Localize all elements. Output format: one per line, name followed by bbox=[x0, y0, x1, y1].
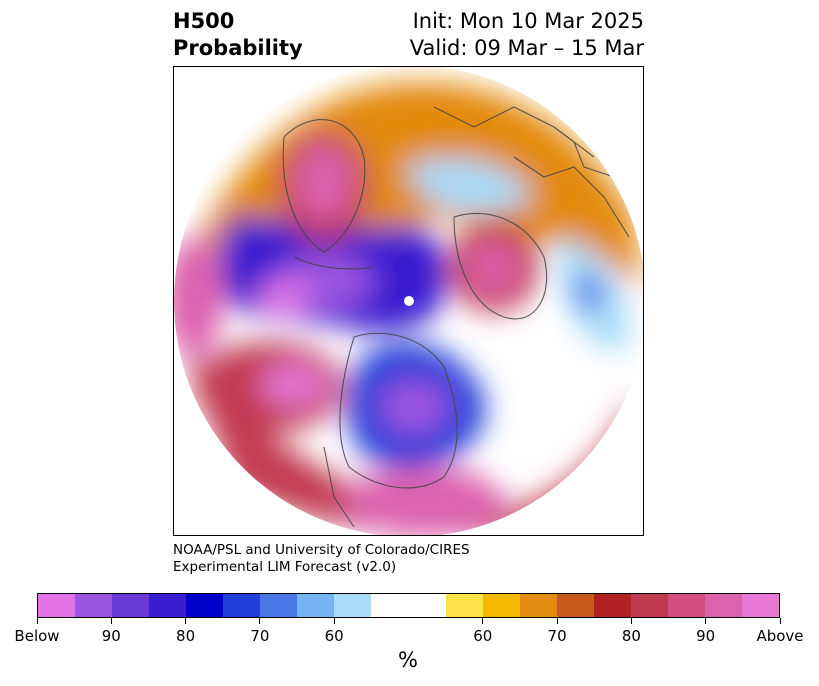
coastlines bbox=[282, 106, 630, 528]
title-right: Init: Mon 10 Mar 2025 Valid: 09 Mar – 15… bbox=[410, 8, 644, 62]
credit-line-1: NOAA/PSL and University of Colorado/CIRE… bbox=[173, 542, 470, 558]
colorbar-tick bbox=[36, 618, 38, 624]
colorbar-tick bbox=[630, 618, 632, 624]
valid-range: Valid: 09 Mar – 15 Mar bbox=[409, 36, 644, 60]
colorbar-tick bbox=[259, 618, 261, 624]
russia-border bbox=[553, 126, 615, 178]
colorbar-tick-label: Above bbox=[756, 627, 804, 645]
colorbar-segment bbox=[223, 594, 261, 617]
colorbar-tick-label: 70 bbox=[250, 627, 270, 645]
below-east-core bbox=[573, 274, 605, 310]
colorbar-tick bbox=[185, 618, 187, 624]
hemisphere bbox=[174, 67, 643, 535]
below-siberia-core bbox=[256, 279, 312, 315]
colorbar-segment bbox=[112, 594, 150, 617]
colorbar-segment bbox=[630, 594, 668, 617]
west-coast-outline bbox=[323, 446, 355, 528]
above-west-pacific bbox=[174, 237, 224, 357]
colorbar-tick-label: Below bbox=[14, 627, 60, 645]
colorbar-tick-label: 90 bbox=[696, 627, 716, 645]
colorbar-tick bbox=[779, 618, 781, 624]
colorbar-segment bbox=[704, 594, 742, 617]
colorbar-segment bbox=[519, 594, 557, 617]
colorbar-segment bbox=[38, 594, 76, 617]
above-greenland-core bbox=[296, 144, 352, 220]
title-quantity: Probability bbox=[173, 36, 303, 60]
colorbar-segment bbox=[445, 594, 483, 617]
colorbar-tick-label: 70 bbox=[547, 627, 567, 645]
colorbar-tick-label: 80 bbox=[621, 627, 641, 645]
scandinavia-outline bbox=[453, 212, 548, 320]
eurasia-border bbox=[513, 156, 630, 238]
colorbar-tick-label: 90 bbox=[101, 627, 121, 645]
colorbar-tick bbox=[705, 618, 707, 624]
north-america-outline bbox=[339, 332, 458, 489]
greenland-outline bbox=[282, 119, 366, 253]
below-halo-north bbox=[404, 158, 534, 213]
colorbar-segment bbox=[482, 594, 520, 617]
colorbar bbox=[37, 593, 780, 618]
colorbar-tick bbox=[110, 618, 112, 624]
colorbar-tick-label: 60 bbox=[324, 627, 344, 645]
arctic-coast bbox=[293, 256, 375, 270]
colorbar-segment bbox=[371, 594, 446, 617]
above-scandinavia-core bbox=[470, 241, 518, 293]
colorbar-tick bbox=[556, 618, 558, 624]
colorbar-tick bbox=[333, 618, 335, 624]
credit-line-2: Experimental LIM Forecast (v2.0) bbox=[173, 559, 397, 575]
colorbar-tick bbox=[482, 618, 484, 624]
map-panel bbox=[173, 66, 644, 536]
colorbar-segment bbox=[297, 594, 335, 617]
colorbar-segment bbox=[334, 594, 372, 617]
credit-text: NOAA/PSL and University of Colorado/CIRE… bbox=[173, 542, 470, 576]
colorbar-segment bbox=[667, 594, 705, 617]
colorbar-tick-label: 60 bbox=[473, 627, 493, 645]
title-variable: H500 bbox=[173, 9, 235, 33]
colorbar-segment bbox=[149, 594, 187, 617]
probability-map bbox=[174, 67, 643, 535]
colorbar-segment bbox=[186, 594, 224, 617]
colorbar-segment bbox=[741, 594, 779, 617]
init-date: Init: Mon 10 Mar 2025 bbox=[412, 9, 644, 33]
above-band-south bbox=[174, 327, 643, 535]
above-pacific-core bbox=[259, 365, 329, 405]
colorbar-segment bbox=[75, 594, 113, 617]
below-na-core bbox=[379, 379, 449, 435]
north-pole-marker bbox=[404, 296, 414, 306]
colorbar-segment bbox=[593, 594, 631, 617]
above-band-north bbox=[184, 82, 643, 297]
colorbar-segment bbox=[556, 594, 594, 617]
title-left: H500 Probability bbox=[173, 8, 303, 62]
colorbar-segment bbox=[260, 594, 298, 617]
colorbar-unit: % bbox=[398, 648, 418, 672]
above-pacific-south bbox=[344, 467, 504, 535]
colorbar-tick-label: 80 bbox=[176, 627, 196, 645]
